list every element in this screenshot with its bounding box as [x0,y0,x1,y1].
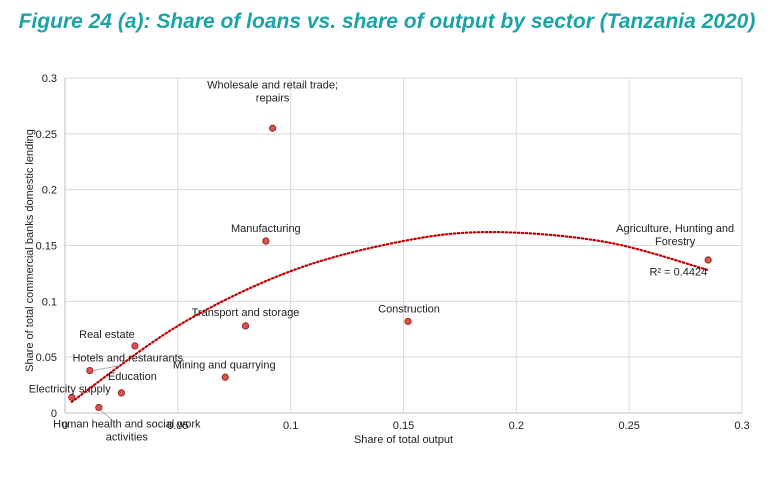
data-point [86,366,94,375]
point-label: Electricity supply [29,383,111,395]
data-point [131,342,139,350]
y-tick-label: 0.15 [36,241,57,253]
point-label-line: Forestry [655,236,696,248]
axes: 0 0.05 0.1 0.15 0.2 0.25 0.3 0 0.05 0.1 0.15 0.2 0.2… [36,73,750,432]
data-points [68,124,712,412]
x-tick-label: 0.05 [167,420,188,432]
r-squared-label: R² = 0.4424 [649,266,707,278]
data-point [221,373,229,381]
leader-line [100,410,114,421]
trendline [70,230,710,403]
point-label: Transport and storage [192,307,300,319]
leader-line [92,365,120,371]
grid-lines [65,77,743,413]
point-label: Human health and social work activities [53,418,201,443]
point-label-line: activities [106,431,149,443]
point-label: Construction [378,303,440,315]
point-label-line: Education [108,371,157,383]
trendline-group [70,230,710,403]
data-point [95,403,103,412]
x-tick-label: 0.25 [618,420,639,432]
x-tick-label: 0.15 [393,420,414,432]
x-tick-label: 0.3 [734,420,749,432]
y-tick-label: 0 [51,408,57,420]
y-tick-label: 0.25 [36,129,57,141]
x-tick-label: 0.2 [509,420,524,432]
data-point [704,256,712,264]
figure-title: Figure 24 (a): Share of loans vs. share … [18,10,756,33]
point-label-line: Real estate [79,329,135,341]
data-point [241,322,250,330]
y-tick-label: 0.1 [42,296,57,308]
point-label-line: Mining and quarrying [173,359,276,371]
point-label-line: Electricity supply [29,383,111,395]
data-point [269,124,277,132]
point-label: Education [108,371,157,383]
point-label-line: Agriculture, Hunting and [616,223,734,235]
point-label: Manufacturing [231,223,301,235]
point-label: Agriculture, Hunting and Forestry [616,223,734,248]
point-label-line: Wholesale and retail trade; [207,79,338,91]
point-label-line: Construction [378,303,440,315]
y-tick-label: 0.2 [42,185,57,197]
point-label: Wholesale and retail trade; repairs [207,79,338,104]
x-axis-label: Share of total output [354,434,453,446]
x-tick-label: 0.1 [283,420,298,432]
point-label-line: Manufacturing [231,223,301,235]
data-point [262,237,270,245]
point-label: Mining and quarrying [173,359,276,371]
point-label-line: Transport and storage [192,307,300,319]
data-point [68,393,76,401]
point-label-line: repairs [256,92,290,104]
data-point [117,389,126,397]
y-axis-label: Share of total commercial banks domestic… [24,129,36,372]
y-tick-label: 0.3 [42,73,57,85]
x-tick-label: 0 [62,420,68,432]
point-label: Real estate [79,329,135,341]
point-label: Hotels and restaurants [72,353,183,365]
point-labels: Wholesale and retail trade; repairs Manufa… [29,79,734,443]
data-point [404,317,412,326]
point-label-line: Hotels and restaurants [72,353,183,365]
point-label-line: Human health and social work [53,418,201,430]
y-tick-label: 0.05 [36,352,57,364]
